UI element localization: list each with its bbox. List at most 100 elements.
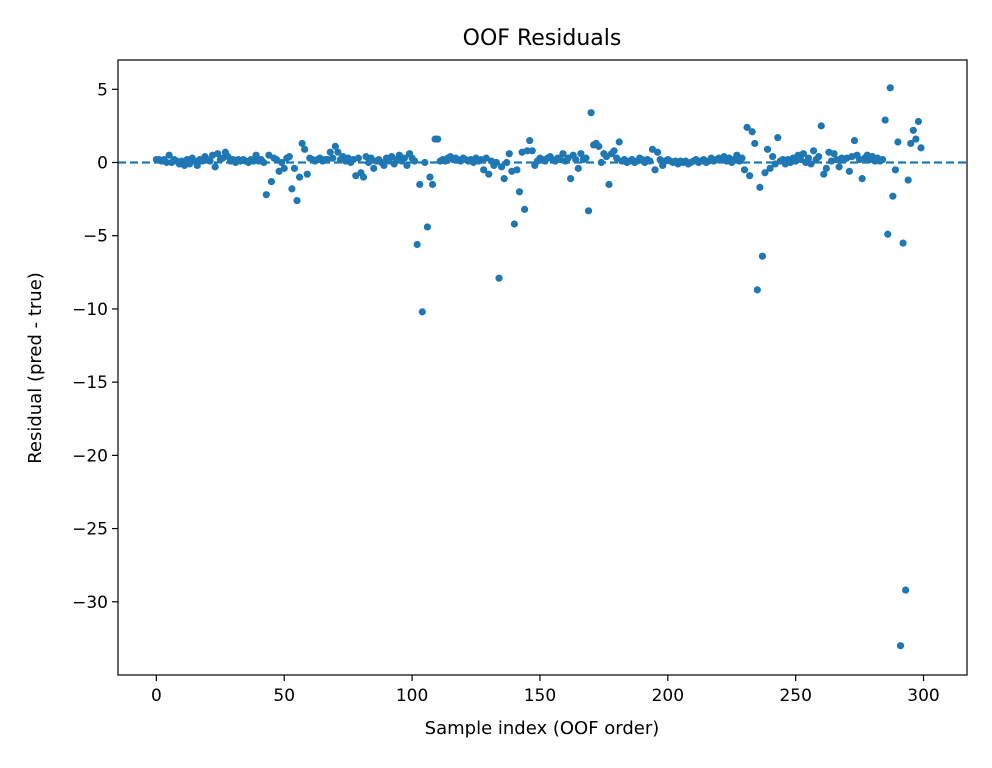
data-point <box>354 154 362 162</box>
data-point <box>894 138 902 146</box>
data-point <box>288 185 296 193</box>
y-tick-label: −15 <box>72 373 108 393</box>
data-point <box>301 145 309 153</box>
data-point <box>907 139 915 148</box>
data-point <box>262 191 270 199</box>
data-point <box>326 148 334 156</box>
y-tick-label: −5 <box>83 227 108 247</box>
y-axis-label: Residual (pred - true) <box>25 272 46 464</box>
y-tick-label: −25 <box>72 520 108 540</box>
data-point <box>559 150 567 158</box>
data-point <box>774 134 782 142</box>
y-tick-label: 5 <box>97 80 108 100</box>
data-point <box>902 586 910 594</box>
data-point <box>751 139 759 148</box>
data-point <box>492 158 501 167</box>
data-point <box>615 138 623 146</box>
data-point <box>411 157 419 165</box>
data-point <box>334 148 342 156</box>
x-axis-label: Sample index (OOF order) <box>425 718 660 739</box>
data-point <box>886 84 894 92</box>
data-point <box>891 166 900 174</box>
data-point <box>303 170 311 178</box>
data-point <box>743 123 751 131</box>
data-point <box>423 223 432 231</box>
y-tick-label: −30 <box>72 593 108 613</box>
data-point <box>740 166 749 174</box>
data-point <box>896 642 905 650</box>
data-point <box>850 136 859 145</box>
data-point <box>295 173 304 181</box>
data-point <box>500 175 508 183</box>
data-point <box>899 239 907 247</box>
data-point <box>835 163 843 171</box>
data-point <box>249 157 258 165</box>
x-tick-label: 0 <box>151 686 162 706</box>
data-point <box>485 170 493 178</box>
data-point <box>646 157 654 165</box>
data-point <box>769 153 777 161</box>
data-point <box>293 196 301 205</box>
data-point <box>426 173 434 181</box>
data-point <box>879 155 887 164</box>
data-point <box>597 158 605 167</box>
data-point <box>746 172 754 180</box>
data-point <box>165 151 173 159</box>
data-point <box>260 158 268 167</box>
data-point <box>290 164 299 172</box>
data-point <box>917 144 925 152</box>
data-point <box>845 167 853 175</box>
data-point <box>206 157 214 165</box>
data-point <box>904 176 912 184</box>
data-point <box>830 150 838 158</box>
plot-area-frame <box>117 59 968 676</box>
x-axis-ticks: 0 50 100 150 200 250 300 <box>151 675 940 706</box>
y-axis-ticks: 5 0 −5 −10 −15 −20 −25 −30 <box>72 80 118 613</box>
data-point <box>480 166 488 174</box>
data-point <box>753 286 761 294</box>
x-tick-label: 250 <box>779 686 811 706</box>
data-point <box>574 164 582 172</box>
data-point <box>211 163 219 171</box>
y-tick-label: −10 <box>72 300 108 320</box>
x-tick-label: 50 <box>273 686 295 706</box>
data-point <box>403 161 411 170</box>
data-point <box>510 220 518 228</box>
data-point <box>577 150 585 158</box>
data-point <box>605 180 613 189</box>
y-tick-label: 0 <box>97 154 108 174</box>
data-point <box>738 154 746 162</box>
chart-title: OOF Residuals <box>463 26 622 51</box>
data-point <box>807 160 815 168</box>
data-point <box>572 155 580 164</box>
data-point <box>252 151 260 159</box>
data-point <box>497 163 506 171</box>
data-point <box>820 170 828 178</box>
data-point <box>881 116 889 124</box>
x-tick-label: 200 <box>652 686 684 706</box>
data-point <box>400 154 409 162</box>
data-point <box>914 117 923 126</box>
data-point <box>763 145 772 153</box>
x-tick-label: 300 <box>907 686 939 706</box>
data-point <box>610 147 618 155</box>
data-point <box>370 164 378 172</box>
data-point <box>214 150 222 158</box>
data-point <box>505 150 513 158</box>
data-point <box>815 153 823 161</box>
data-point <box>515 188 524 196</box>
data-point <box>766 164 774 172</box>
data-point <box>889 192 897 200</box>
data-point <box>329 154 337 162</box>
data-point <box>495 274 503 282</box>
data-point <box>912 135 920 143</box>
data-point <box>359 173 368 181</box>
data-point <box>526 136 534 145</box>
data-point <box>804 154 813 162</box>
data-point <box>567 175 575 183</box>
x-tick-label: 100 <box>396 686 428 706</box>
data-point <box>380 161 388 170</box>
data-point <box>884 230 892 238</box>
